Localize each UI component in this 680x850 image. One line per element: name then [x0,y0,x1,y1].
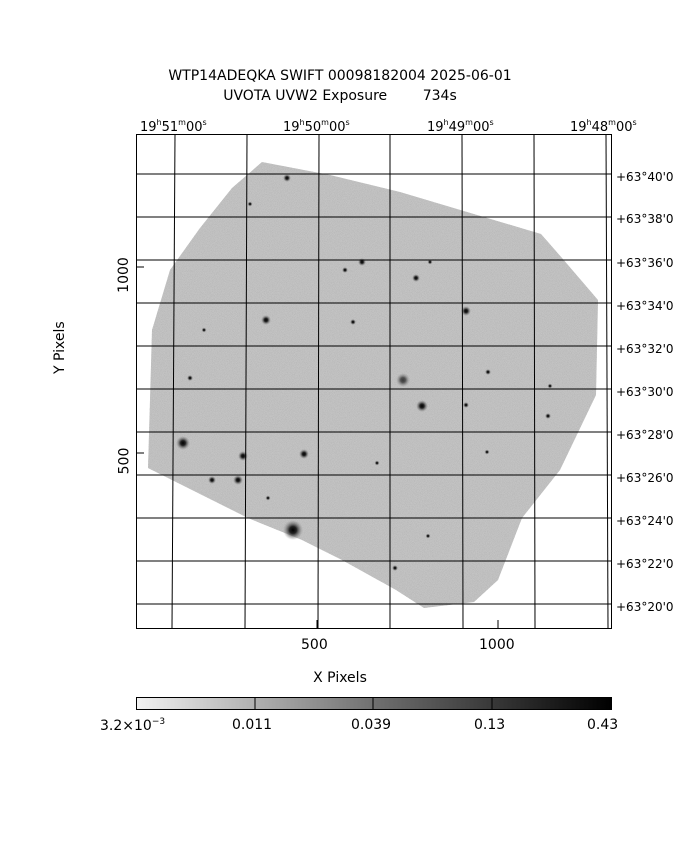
dec-tick-9: +63°24'0 [616,514,674,528]
dec-tick-11: +63°20'0 [616,600,674,614]
colorbar [136,697,612,710]
colorbar-label-1: 3.2×10−3 [100,717,166,734]
ra-tick-3: 19h49m00s [427,118,494,135]
colorbar-label-2: 0.011 [232,717,273,733]
dec-tick-5: +63°32'0 [616,342,674,356]
y-axis-label: Y Pixels [52,321,68,374]
colorbar-label-3: 0.039 [351,717,392,733]
dec-tick-1: +63°40'0 [616,170,674,184]
pixel-ticks [136,266,499,628]
exposure-field [148,162,598,608]
ra-tick-1: 19h51m00s [140,118,207,135]
dec-tick-4: +63°34'0 [616,299,674,313]
colorbar-label-4: 0.13 [474,717,506,733]
x-tick-1000: 1000 [479,637,515,653]
plot-title-line2: UVOTA UVW2 Exposure 734s [223,88,457,104]
dec-tick-6: +63°30'0 [616,385,674,399]
ra-tick-2: 19h50m00s [283,118,350,135]
dec-tick-8: +63°26'0 [616,471,674,485]
coordinate-grid [136,133,611,629]
plot-frame [136,134,612,629]
dec-tick-7: +63°28'0 [616,428,674,442]
x-axis-label: X Pixels [313,670,367,686]
y-tick-500: 500 [116,447,133,475]
dec-tick-10: +63°22'0 [616,557,674,571]
plot-title-line1: WTP14ADEQKA SWIFT 00098182004 2025-06-01 [168,68,512,84]
dec-tick-2: +63°38'0 [616,212,674,226]
y-tick-1000: 1000 [115,257,132,293]
x-tick-500: 500 [301,637,328,653]
dec-tick-3: +63°36'0 [616,256,674,270]
colorbar-label-5: 0.43 [587,717,619,733]
ra-tick-4: 19h48m00s [570,118,637,135]
